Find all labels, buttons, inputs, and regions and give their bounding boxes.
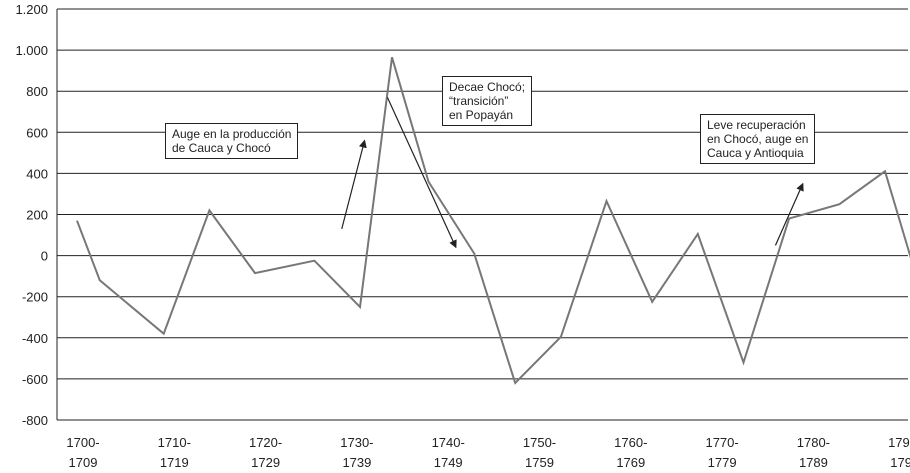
x-tick-label: 1790-: [888, 435, 910, 450]
x-tick-label: 1779: [708, 455, 737, 470]
x-tick-label: 1769: [616, 455, 645, 470]
x-tick-label: 1789: [799, 455, 828, 470]
x-tick-label: 1720-: [249, 435, 282, 450]
y-tick-label: 400: [26, 166, 48, 181]
x-tick-label: 1749: [434, 455, 463, 470]
x-tick-label: 1700-: [66, 435, 99, 450]
annotation-leve-recuperacion: Leve recuperación en Chocó, auge en Cauc…: [700, 114, 816, 164]
annotation-line: en Chocó, auge en: [707, 132, 809, 146]
annotation-line: de Cauca y Chocó: [172, 141, 271, 155]
series-line: [76, 57, 910, 385]
x-tick-label: 1729: [251, 455, 280, 470]
y-tick-labels: 1.200 1.000 800 600 400 200 0 -200 -400 -600 -800: [15, 2, 48, 428]
x-tick-label: 1710-: [158, 435, 191, 450]
x-tick-label: 1709: [69, 455, 98, 470]
annotation-line: Leve recuperación: [707, 118, 806, 132]
y-tick-label: -200: [22, 290, 48, 305]
x-tick-label: 1770-: [705, 435, 738, 450]
y-tick-label: 800: [26, 84, 48, 99]
y-tick-label: 600: [26, 125, 48, 140]
annotation-arrow: [341, 139, 367, 230]
y-tick-label: 0: [41, 249, 48, 264]
y-tick-label: 1.000: [15, 43, 48, 58]
x-tick-label: 1760-: [614, 435, 647, 450]
annotation-arrows: [341, 97, 804, 249]
x-tick-label: 1740-: [432, 435, 465, 450]
annotation-arrow: [386, 97, 457, 249]
annotation-line: Decae Chocó;: [449, 80, 526, 94]
x-tick-label: 1780-: [797, 435, 830, 450]
x-tick-label: 1750-: [523, 435, 556, 450]
y-tick-label: -800: [22, 413, 48, 428]
x-tick-label: 1719: [160, 455, 189, 470]
x-tick-labels: 1700- 1709 1710- 1719 1720- 1729 1730- 1739 1740…: [66, 435, 910, 470]
x-tick-label: 1730-: [340, 435, 373, 450]
y-tick-label: 200: [26, 208, 48, 223]
y-tick-label: -600: [22, 372, 48, 387]
annotation-arrow: [774, 182, 804, 246]
series-line-path: [76, 57, 910, 385]
gridlines: [57, 8, 908, 421]
x-tick-label: 1799: [890, 455, 910, 470]
annotation-line: en Popayán: [449, 108, 514, 122]
y-tick-label: 1.200: [15, 2, 48, 17]
y-tick-label: -400: [22, 331, 48, 346]
annotation-line: Auge en la producción: [172, 127, 292, 141]
annotation-auge-produccion: Auge en la producción de Cauca y Chocó: [165, 123, 299, 159]
annotation-line: Cauca y Antioquia: [707, 146, 804, 160]
x-tick-label: 1759: [525, 455, 554, 470]
annotation-decae-choco: Decae Chocó; “transición” en Popayán: [442, 76, 533, 126]
annotation-line: “transición”: [449, 94, 509, 108]
x-tick-label: 1739: [342, 455, 371, 470]
